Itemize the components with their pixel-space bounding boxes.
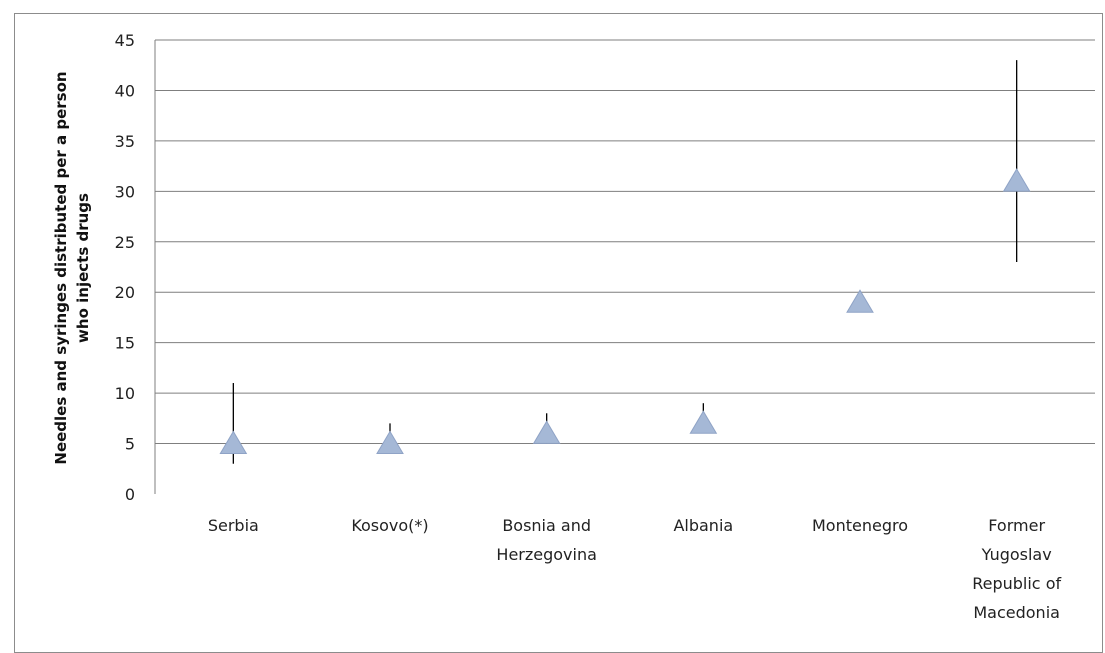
x-category-label: Serbia [208, 516, 259, 535]
x-category-label: Republic of [972, 574, 1061, 593]
y-axis-label-line: who injects drugs [74, 193, 92, 343]
data-point-1 [376, 430, 404, 454]
data-point-2 [532, 420, 561, 444]
x-category-label: Macedonia [973, 603, 1060, 622]
x-category-label: Kosovo(*) [351, 516, 428, 535]
y-axis-label-line: Needles and syringes distributed per a p… [52, 71, 70, 464]
category-labels: Serbia Kosovo(*) Bosnia and Herzegovina Alba… [208, 516, 1062, 622]
y-tick-label: 20 [115, 283, 135, 302]
y-tick-label: 40 [115, 81, 135, 100]
y-tick-label: 5 [125, 435, 135, 454]
x-category-label: Bosnia and [502, 516, 591, 535]
y-tick-label: 35 [115, 132, 135, 151]
chart-frame [14, 13, 1103, 653]
y-tick-label: 15 [115, 334, 135, 353]
data-point-4 [846, 289, 874, 313]
y-axis-label: Needles and syringes distributed per a p… [52, 71, 92, 464]
data-point-5 [1002, 168, 1031, 192]
y-tick-labels: 0 5 10 15 20 25 30 35 40 45 [115, 31, 135, 504]
chart: 0 5 10 15 20 25 30 35 40 45 Serbia Kosovo(*) Bosnia… [52, 31, 1095, 622]
gridlines [155, 39, 1095, 445]
y-tick-label: 45 [115, 31, 135, 50]
x-category-label: Yugoslav [981, 545, 1052, 564]
x-category-label: Montenegro [812, 516, 908, 535]
error-bars [232, 60, 1018, 464]
x-category-label: Herzegovina [496, 545, 597, 564]
y-tick-label: 25 [115, 233, 135, 252]
data-point-3 [689, 410, 718, 434]
data-point-0 [219, 430, 248, 454]
y-tick-label: 0 [125, 485, 135, 504]
x-category-label: Albania [673, 516, 733, 535]
x-category-label: Former [988, 516, 1045, 535]
y-tick-label: 10 [115, 384, 135, 403]
data-markers [219, 168, 1031, 454]
y-tick-label: 30 [115, 182, 135, 201]
